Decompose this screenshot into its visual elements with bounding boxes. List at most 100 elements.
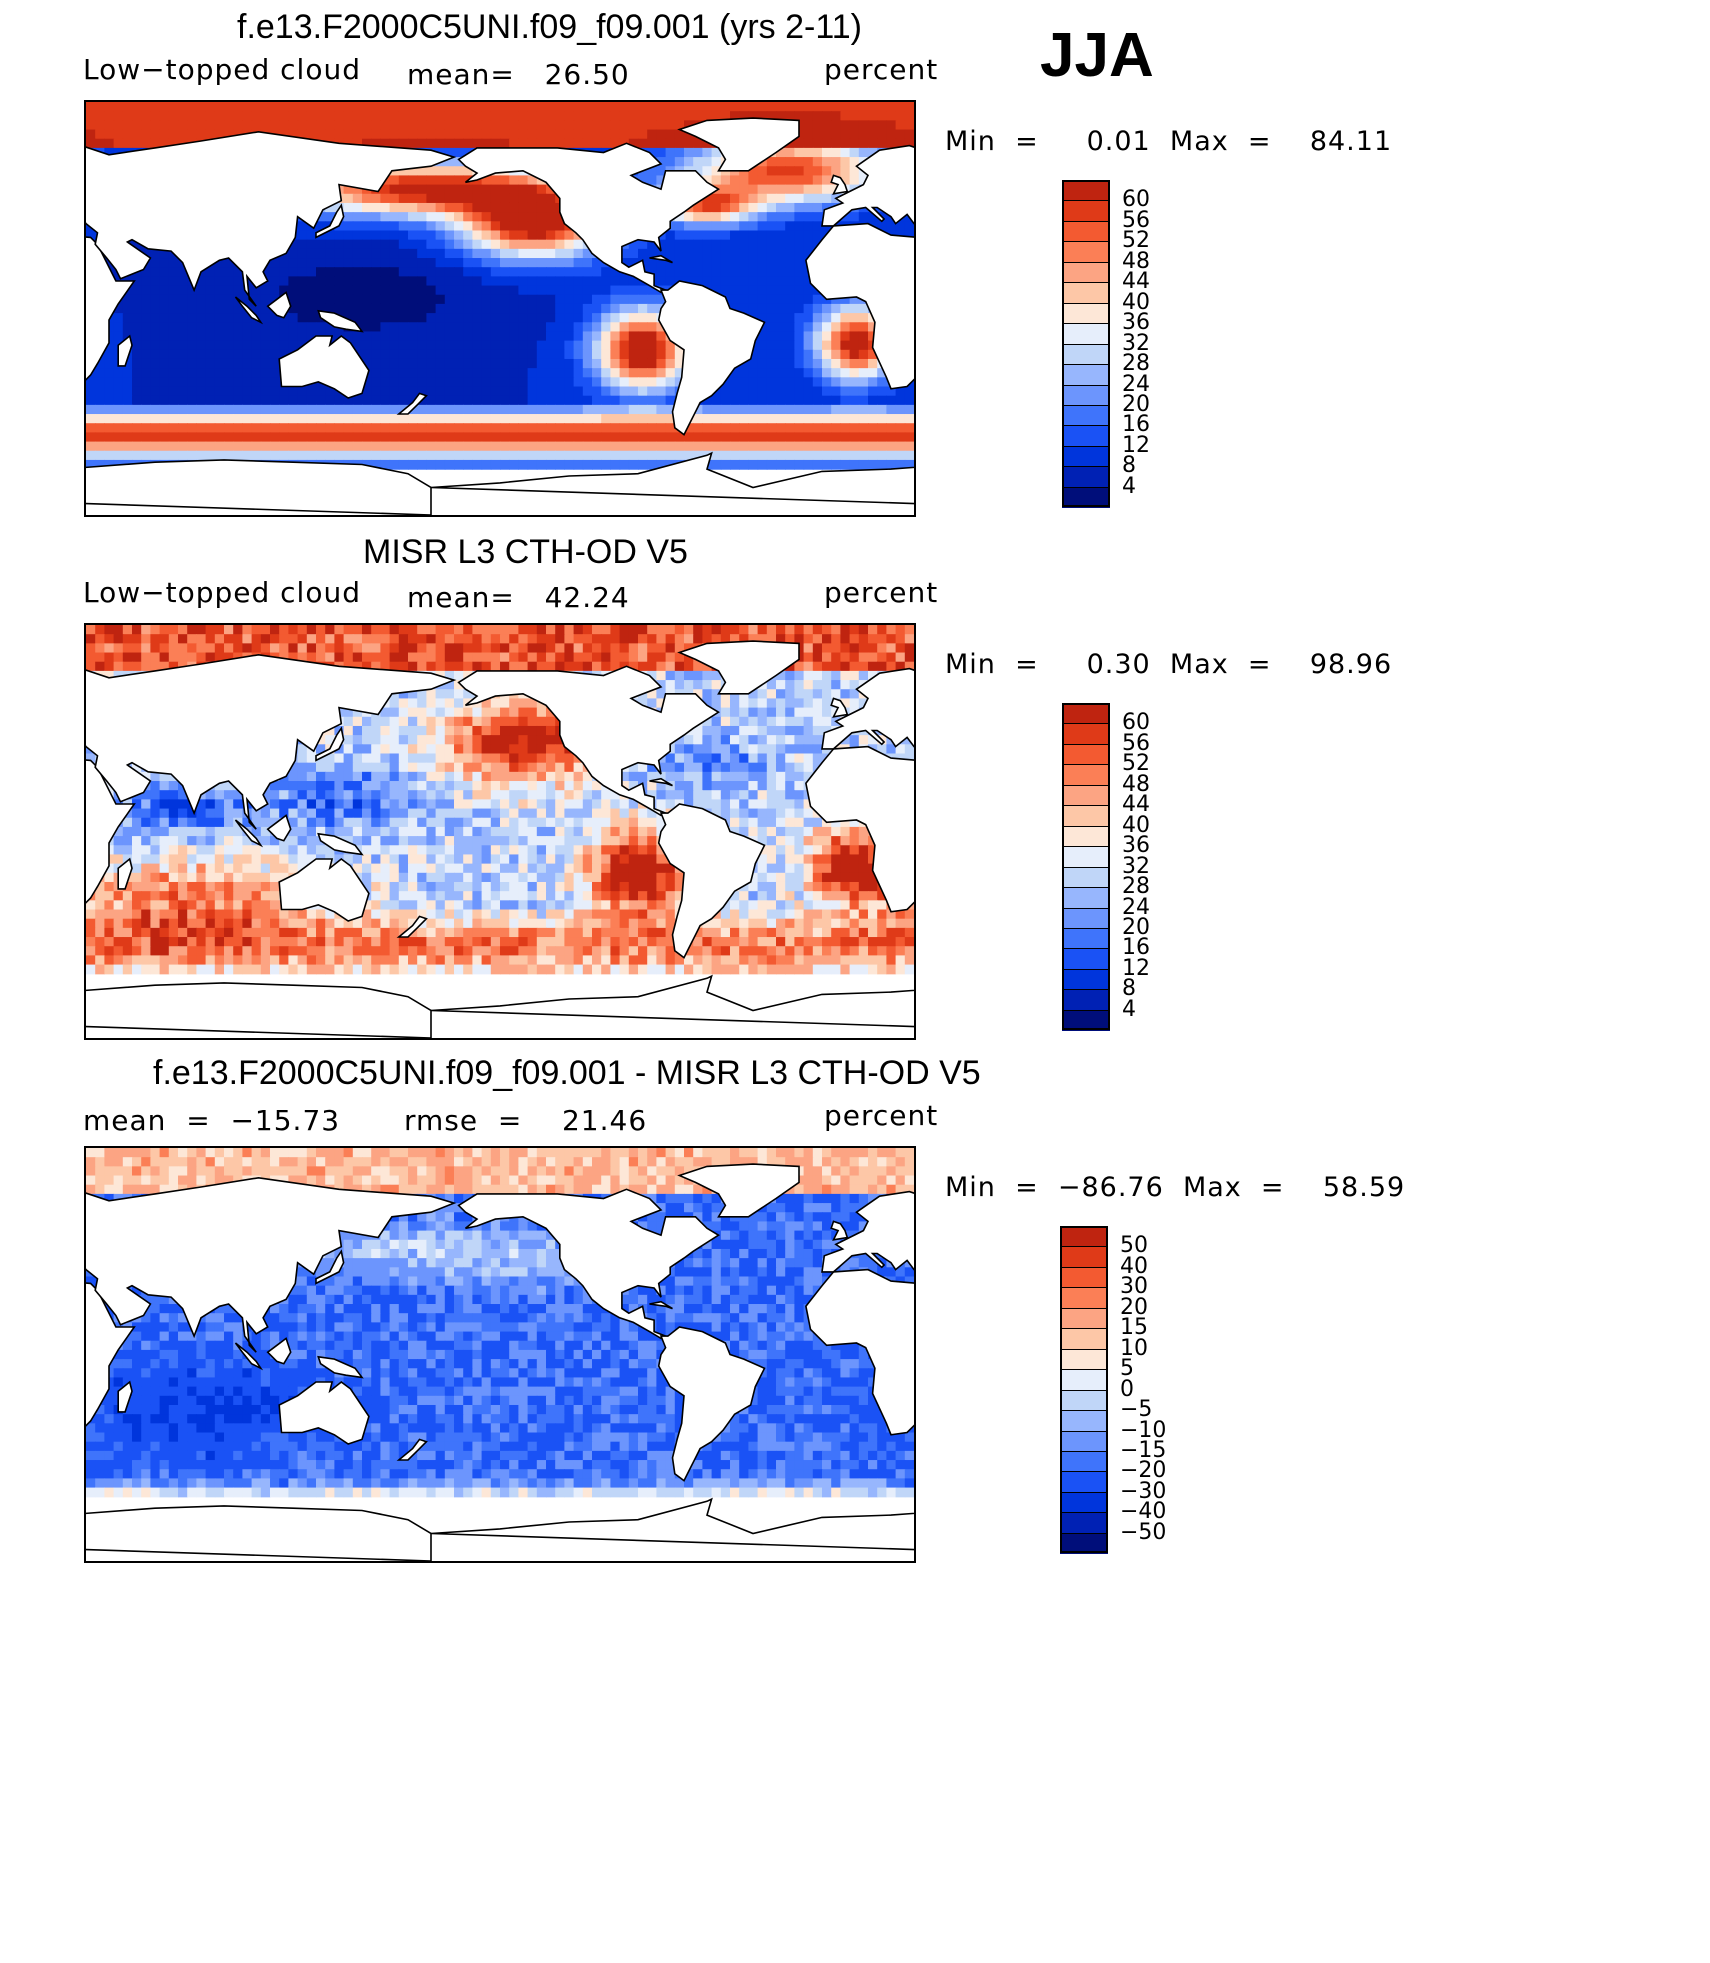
field-cell xyxy=(444,395,455,406)
field-cell xyxy=(417,441,427,452)
field-cell xyxy=(592,276,602,287)
field-cell xyxy=(362,202,372,213)
field-cell xyxy=(343,120,354,131)
field-cell xyxy=(435,267,446,277)
field-cell xyxy=(693,414,703,424)
field-cell xyxy=(251,404,262,415)
field-cell xyxy=(674,744,685,755)
field-cell xyxy=(444,175,455,186)
field-cell xyxy=(831,625,841,635)
field-cell xyxy=(334,129,345,140)
field-cell xyxy=(849,735,860,745)
field-cell xyxy=(408,423,418,433)
field-cell xyxy=(702,661,713,672)
field-cell xyxy=(288,414,299,424)
field-cell xyxy=(582,459,593,470)
field-cell xyxy=(297,322,308,333)
field-cell xyxy=(730,221,740,232)
field-cell xyxy=(389,423,400,433)
field-cell xyxy=(711,680,722,690)
field-cell xyxy=(573,349,584,360)
field-cell xyxy=(380,753,391,764)
field-cell xyxy=(214,423,225,433)
field-cell xyxy=(748,634,759,644)
field-cell xyxy=(288,395,299,406)
field-cell xyxy=(408,368,418,378)
field-cell xyxy=(610,285,621,296)
field-cell xyxy=(702,248,713,259)
field-cell xyxy=(297,423,308,433)
field-cell xyxy=(573,313,584,323)
field-cell xyxy=(463,368,473,378)
field-cell xyxy=(858,331,869,342)
field-cell xyxy=(803,175,814,186)
field-cell xyxy=(500,102,510,112)
field-cell xyxy=(463,753,473,764)
field-cell xyxy=(582,258,593,268)
field-cell xyxy=(233,450,243,461)
field-cell xyxy=(610,313,621,323)
field-cell xyxy=(766,634,777,644)
field-cell xyxy=(306,276,317,287)
field-cell xyxy=(656,331,667,342)
field-cell xyxy=(490,258,501,268)
field-cell xyxy=(904,459,914,470)
field-cell xyxy=(794,423,805,433)
field-cell xyxy=(886,414,897,424)
field-cell xyxy=(214,331,225,342)
field-cell xyxy=(113,432,124,443)
field-cell xyxy=(803,129,814,140)
field-cell xyxy=(454,258,464,268)
field-cell xyxy=(509,698,519,709)
field-cell xyxy=(168,129,179,140)
field-cell xyxy=(214,404,225,415)
field-cell xyxy=(582,285,593,296)
field-cell xyxy=(426,166,437,177)
field-cell xyxy=(500,377,510,388)
field-cell xyxy=(270,441,280,452)
field-cell xyxy=(463,340,473,351)
field-cell xyxy=(334,285,345,296)
field-cell xyxy=(463,725,473,736)
field-cell xyxy=(720,716,731,727)
field-cell xyxy=(509,625,519,635)
field-cell xyxy=(739,725,749,736)
field-cell xyxy=(380,386,391,397)
field-cell xyxy=(150,303,161,314)
field-cell xyxy=(555,111,565,121)
field-cell xyxy=(757,450,768,461)
field-cell xyxy=(730,450,740,461)
field-cell xyxy=(748,166,759,177)
field-cell xyxy=(178,404,188,415)
field-cell xyxy=(776,157,786,167)
field-cell xyxy=(803,239,814,250)
field-cell xyxy=(389,102,400,112)
field-cell xyxy=(398,322,409,333)
field-cell xyxy=(527,404,538,415)
field-cell xyxy=(389,395,400,406)
field-cell xyxy=(647,258,657,268)
field-cell xyxy=(408,414,418,424)
field-cell xyxy=(417,331,427,342)
field-cell xyxy=(444,423,455,433)
field-cell xyxy=(500,386,510,397)
field-cell xyxy=(693,725,703,736)
field-cell xyxy=(822,111,832,121)
field-cell xyxy=(389,753,400,764)
field-cell xyxy=(527,716,538,727)
field-cell xyxy=(674,138,685,149)
field-cell xyxy=(748,716,759,727)
field-cell xyxy=(132,625,142,635)
field-cell xyxy=(444,414,455,424)
field-cell xyxy=(417,661,427,672)
field-cell xyxy=(647,377,657,388)
field-cell xyxy=(214,276,225,287)
field-cell xyxy=(454,625,464,635)
field-cell xyxy=(794,193,805,204)
field-cell xyxy=(868,432,878,443)
field-cell xyxy=(500,725,510,736)
field-cell xyxy=(150,450,161,461)
field-cell xyxy=(638,294,648,305)
field-cell xyxy=(794,735,805,745)
colorbar-cell xyxy=(1062,302,1110,325)
